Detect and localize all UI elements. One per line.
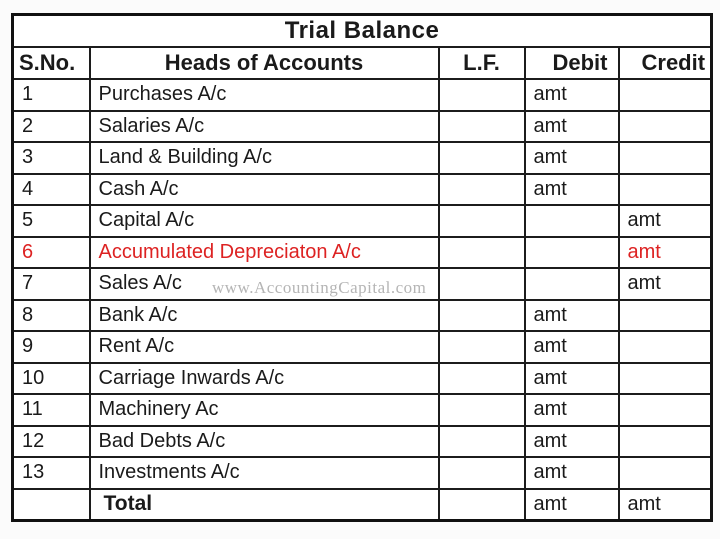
sno-cell: 11 [11,393,91,427]
sno-cell: 3 [11,141,91,175]
credit-cell [617,78,713,112]
table-row: 5 Capital A/c amt [11,204,713,238]
lf-cell [437,141,526,175]
lf-cell [437,298,526,332]
debit-cell: amt [523,424,620,458]
lf-cell [437,78,526,112]
lf-cell [437,267,526,301]
debit-cell: amt [523,330,620,364]
sno-cell: 5 [11,204,91,238]
debit-cell: amt [523,141,620,175]
credit-cell [617,424,713,458]
credit-cell [617,172,713,206]
table-row: 7 Sales A/c amt [11,267,713,301]
debit-cell: amt [523,361,620,395]
credit-cell [617,456,713,490]
table-row: 3 Land & Building A/c amt [11,141,713,175]
account-cell: Sales A/c [88,267,440,301]
lf-cell [437,393,526,427]
credit-cell: amt [617,204,713,238]
credit-cell [617,393,713,427]
credit-cell [617,298,713,332]
credit-cell: amt [617,235,713,269]
sno-cell: 2 [11,109,91,143]
table-row: 2 Salaries A/c amt [11,109,713,143]
credit-cell [617,141,713,175]
lf-cell [437,330,526,364]
table-row: 8 Bank A/c amt [11,298,713,332]
credit-cell [617,109,713,143]
sno-cell: 7 [11,267,91,301]
table-row: 6 Accumulated Depreciaton A/c amt [11,235,713,269]
table-row: 12 Bad Debts A/c amt [11,424,713,458]
table-row: 13 Investments A/c amt [11,456,713,490]
credit-cell [617,361,713,395]
account-cell: Investments A/c [88,456,440,490]
table-body: 1 Purchases A/c amt 2 Salaries A/c amt 3… [11,78,713,490]
account-cell: Bad Debts A/c [88,424,440,458]
sno-cell: 4 [11,172,91,206]
column-header-debit: Debit [523,46,620,80]
debit-cell [523,267,620,301]
debit-cell: amt [523,298,620,332]
table-row: 9 Rent A/c amt [11,330,713,364]
credit-cell [617,330,713,364]
total-label: Total [88,487,440,521]
column-header-account: Heads of Accounts [88,46,440,80]
account-cell: Bank A/c [88,298,440,332]
column-header-lf: L.F. [437,46,526,80]
header-row: S.No. Heads of Accounts L.F. Debit Credi… [11,46,713,80]
trial-balance-table: Trial Balance S.No. Heads of Accounts L.… [11,13,714,522]
lf-cell [437,235,526,269]
lf-cell [437,456,526,490]
account-cell: Capital A/c [88,204,440,238]
lf-cell [437,424,526,458]
debit-cell: amt [523,393,620,427]
debit-cell [523,204,620,238]
account-cell: Carriage Inwards A/c [88,361,440,395]
account-cell: Land & Building A/c [88,141,440,175]
sno-cell: 13 [11,456,91,490]
table-row: 11 Machinery Ac amt [11,393,713,427]
account-cell: Accumulated Depreciaton A/c [88,235,440,269]
sno-cell: 9 [11,330,91,364]
account-cell: Salaries A/c [88,109,440,143]
account-cell: Cash A/c [88,172,440,206]
debit-cell: amt [523,78,620,112]
account-cell: Machinery Ac [88,393,440,427]
debit-cell: amt [523,456,620,490]
page-title: Trial Balance [11,13,713,48]
total-row: Total amt amt [11,487,713,521]
sno-cell: 12 [11,424,91,458]
debit-cell: amt [523,172,620,206]
table-row: 1 Purchases A/c amt [11,78,713,112]
total-lf-cell [437,487,526,521]
account-cell: Purchases A/c [88,78,440,112]
lf-cell [437,361,526,395]
sno-cell: 1 [11,78,91,112]
debit-cell [523,235,620,269]
total-sno-cell [11,487,91,521]
debit-cell: amt [523,109,620,143]
column-header-credit: Credit [617,46,713,80]
credit-cell: amt [617,267,713,301]
table-row: 4 Cash A/c amt [11,172,713,206]
lf-cell [437,204,526,238]
title-row: Trial Balance [11,13,713,48]
sno-cell: 8 [11,298,91,332]
account-cell: Rent A/c [88,330,440,364]
lf-cell [437,172,526,206]
column-header-sno: S.No. [11,46,91,80]
lf-cell [437,109,526,143]
sno-cell: 6 [11,235,91,269]
sno-cell: 10 [11,361,91,395]
total-debit-cell: amt [523,487,620,521]
table-row: 10 Carriage Inwards A/c amt [11,361,713,395]
total-credit-cell: amt [617,487,713,521]
